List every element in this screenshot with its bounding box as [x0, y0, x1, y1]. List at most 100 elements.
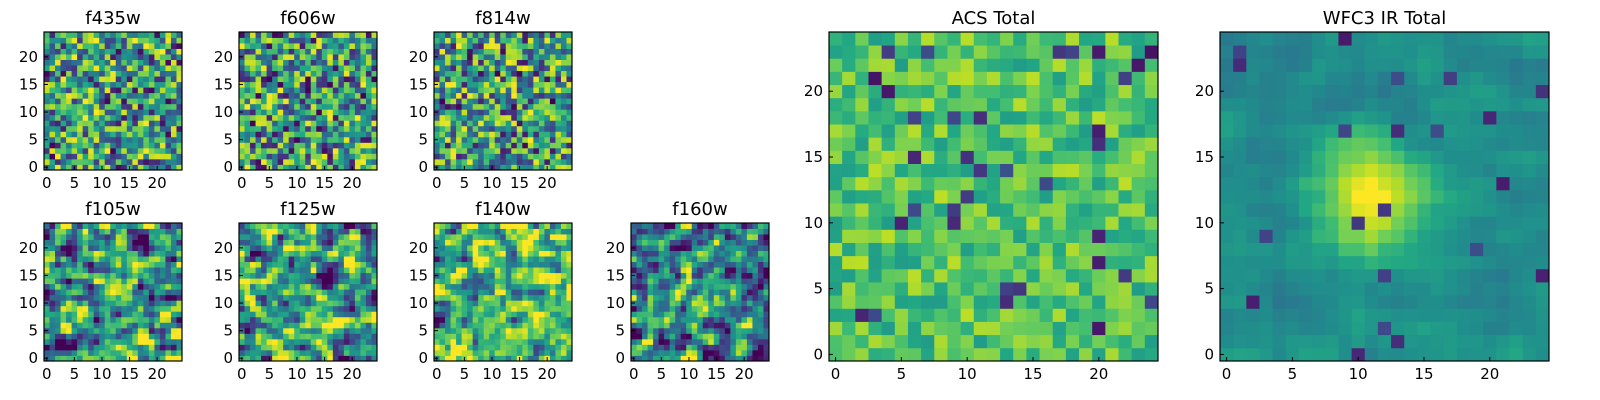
heatmap-cell — [560, 278, 567, 285]
heatmap-cell — [360, 245, 367, 251]
heatmap-cell — [538, 153, 545, 160]
heatmap-cell — [1039, 124, 1054, 138]
heatmap-cell — [77, 272, 84, 279]
heatmap-cell — [1144, 137, 1159, 151]
heatmap-cell — [450, 289, 457, 296]
heatmap-cell — [71, 250, 78, 257]
heatmap-cell — [472, 322, 479, 329]
heatmap-cell — [126, 131, 133, 138]
heatmap-cell — [121, 272, 128, 279]
heatmap-cell — [66, 59, 72, 66]
heatmap-cell — [478, 256, 485, 263]
heatmap-cell — [371, 261, 378, 268]
heatmap-cell — [360, 322, 367, 329]
heatmap-cell — [549, 305, 556, 312]
heatmap-cell — [549, 256, 556, 263]
heatmap-cell — [702, 311, 709, 318]
heatmap-cell — [544, 65, 551, 72]
heatmap-cell — [110, 283, 117, 290]
heatmap-cell — [294, 245, 301, 251]
heatmap-cell — [664, 245, 671, 251]
heatmap-cell — [664, 261, 671, 268]
heatmap-cell — [115, 223, 122, 229]
heatmap-cell — [680, 245, 687, 251]
heatmap-cell — [763, 234, 770, 240]
heatmap-cell — [439, 327, 446, 334]
heatmap-cell — [489, 114, 496, 121]
heatmap-cell — [763, 267, 770, 274]
heatmap-cell — [1000, 203, 1014, 217]
heatmap-cell — [283, 223, 290, 229]
heatmap-cell — [55, 316, 61, 323]
heatmap-cell — [505, 333, 512, 340]
heatmap-cell — [66, 136, 72, 143]
heatmap-cell — [272, 92, 279, 99]
heatmap-cell — [489, 92, 496, 99]
heatmap-cell — [244, 32, 251, 38]
heatmap-cell — [44, 289, 50, 296]
heatmap-cell — [250, 228, 256, 235]
heatmap-cell — [176, 272, 183, 279]
heatmap-cell — [538, 87, 545, 94]
heatmap-cell — [250, 120, 256, 127]
heatmap-cell — [349, 283, 356, 290]
heatmap-cell — [907, 189, 922, 204]
heatmap-cell — [522, 272, 529, 279]
heatmap-cell — [1118, 124, 1133, 138]
heatmap-cell — [527, 289, 534, 296]
heatmap-cell — [566, 267, 573, 274]
heatmap-cell — [99, 338, 106, 345]
heatmap-cell — [126, 92, 133, 99]
heatmap-cell — [1144, 347, 1159, 362]
heatmap-cell — [338, 142, 345, 149]
heatmap-cell — [299, 294, 306, 301]
heatmap-cell — [126, 311, 133, 318]
heatmap-cell — [88, 109, 95, 116]
heatmap-cell — [88, 120, 95, 127]
heatmap-cell — [44, 234, 50, 240]
heatmap-cell — [445, 120, 451, 127]
heatmap-cell — [148, 278, 155, 285]
heatmap-cell — [658, 338, 665, 345]
heatmap-cell — [66, 272, 72, 279]
heatmap-cell — [371, 250, 378, 257]
heatmap-cell — [494, 228, 501, 235]
heatmap-cell — [691, 261, 698, 268]
heatmap-cell — [653, 338, 659, 345]
heatmap-cell — [549, 43, 556, 49]
x-tick-label: 15 — [707, 365, 726, 383]
heatmap-cell — [82, 272, 89, 279]
heatmap-cell — [266, 48, 273, 55]
heatmap-cell — [272, 98, 279, 105]
heatmap-cell — [921, 163, 935, 178]
heatmap-cell — [371, 234, 378, 240]
heatmap-cell — [71, 70, 78, 77]
heatmap-cell — [170, 98, 177, 105]
heatmap-cell — [680, 316, 687, 323]
heatmap-cell — [365, 223, 372, 229]
heatmap-cell — [560, 223, 567, 229]
heatmap-cell — [505, 338, 512, 345]
heatmap-cell — [434, 125, 440, 132]
heatmap-cell — [461, 65, 468, 72]
heatmap-cell — [735, 300, 742, 307]
heatmap-cell — [137, 54, 144, 60]
heatmap-cell — [365, 338, 372, 345]
heatmap-cell — [137, 37, 144, 44]
heatmap-cell — [1105, 334, 1119, 349]
heatmap-cell — [746, 228, 753, 235]
heatmap-cell — [560, 131, 567, 138]
heatmap-cell — [511, 322, 518, 329]
heatmap-cell — [93, 278, 100, 285]
heatmap-cell — [349, 142, 356, 149]
heatmap-cell — [327, 256, 334, 263]
heatmap-cell — [266, 272, 273, 279]
heatmap-cell — [44, 261, 50, 268]
heatmap-cell — [266, 92, 273, 99]
heatmap-cell — [294, 109, 301, 116]
heatmap-cell — [544, 316, 551, 323]
heatmap-cell — [60, 153, 67, 160]
heatmap-cell — [170, 120, 177, 127]
heatmap-cell — [288, 65, 295, 72]
heatmap-cell — [439, 37, 446, 44]
